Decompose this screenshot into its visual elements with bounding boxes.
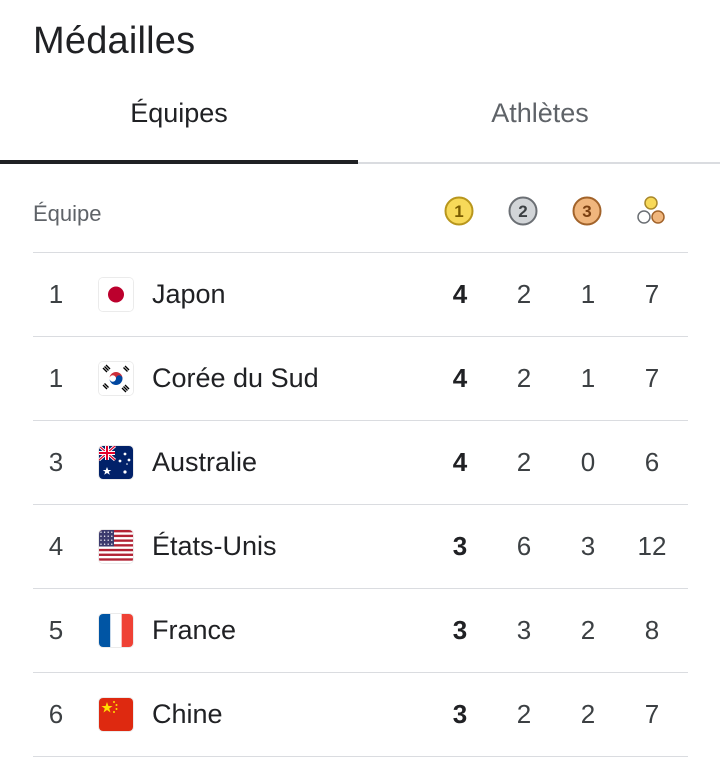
total-count: 8 [644,615,660,645]
total-count: 7 [644,279,660,309]
gold-count: 4 [452,363,468,393]
tab-athletes[interactable]: Athlètes [361,86,719,164]
south-korea-flag-icon [99,362,133,395]
rank-cell: 3 [48,447,64,477]
table-row[interactable]: 4 États-Unis 3 6 3 12 [33,505,688,589]
team-column-header: Équipe [33,201,102,226]
usa-flag-icon [99,530,133,563]
bronze-count: 2 [580,615,596,645]
bronze-count: 1 [580,363,596,393]
rank-cell: 1 [48,279,64,309]
table-header: Équipe 1 2 3 [33,170,688,253]
table-row[interactable]: 1 Japon 4 2 1 7 [33,253,688,337]
gold-count: 3 [452,615,468,645]
silver-count: 3 [516,615,532,645]
tab-bar: Équipes Athlètes [0,86,720,164]
gold-count: 4 [452,447,468,477]
bronze-count: 3 [580,531,596,561]
country-name: France [152,615,237,645]
silver-medal-number: 2 [518,202,527,221]
china-flag-icon [99,698,133,731]
bronze-count: 2 [580,699,596,729]
bronze-count: 1 [580,279,596,309]
tab-teams-label: Équipes [130,98,228,128]
medal-table: Équipe 1 2 3 1 Japon 4 2 1 [33,170,688,757]
gold-medal-icon: 1 [444,196,474,226]
country-name: Japon [152,279,226,309]
total-count: 6 [644,447,660,477]
tab-teams[interactable]: Équipes [0,86,358,164]
bronze-medal-number: 3 [582,202,591,221]
country-name: Chine [152,699,223,729]
france-flag-icon [99,614,133,647]
gold-count: 3 [452,531,468,561]
table-row[interactable]: 5 France 3 3 2 8 [33,589,688,673]
page-title: Médailles [33,20,196,62]
silver-count: 2 [516,699,532,729]
bronze-medal-icon: 3 [572,196,602,226]
table-row[interactable]: 3 Australie 4 2 0 6 [33,421,688,505]
country-name: Australie [152,447,258,477]
bronze-count: 0 [580,447,596,477]
country-name: Corée du Sud [152,363,319,393]
gold-medal-number: 1 [454,202,463,221]
total-count: 7 [644,699,660,729]
rank-cell: 5 [48,615,64,645]
country-name: États-Unis [152,531,277,561]
table-row[interactable]: 6 Chine 3 2 2 7 [33,673,688,757]
silver-count: 2 [516,363,532,393]
rank-cell: 1 [48,363,64,393]
total-count: 12 [637,531,667,561]
rank-cell: 6 [48,699,64,729]
rank-cell: 4 [48,531,64,561]
silver-count: 2 [516,447,532,477]
japan-flag-icon [99,278,133,311]
australia-flag-icon [99,446,133,479]
silver-medal-icon: 2 [508,196,538,226]
table-body: 1 Japon 4 2 1 7 1 Corée du Sud 4 2 1 7 3… [33,253,688,757]
table-row[interactable]: 1 Corée du Sud 4 2 1 7 [33,337,688,421]
total-count: 7 [644,363,660,393]
tabs-divider [0,162,720,164]
tab-athletes-label: Athlètes [491,98,589,128]
silver-count: 6 [516,531,532,561]
tab-selected-indicator [0,160,358,164]
gold-count: 3 [452,699,468,729]
silver-count: 2 [516,279,532,309]
total-medals-icon [637,196,665,224]
gold-count: 4 [452,279,468,309]
